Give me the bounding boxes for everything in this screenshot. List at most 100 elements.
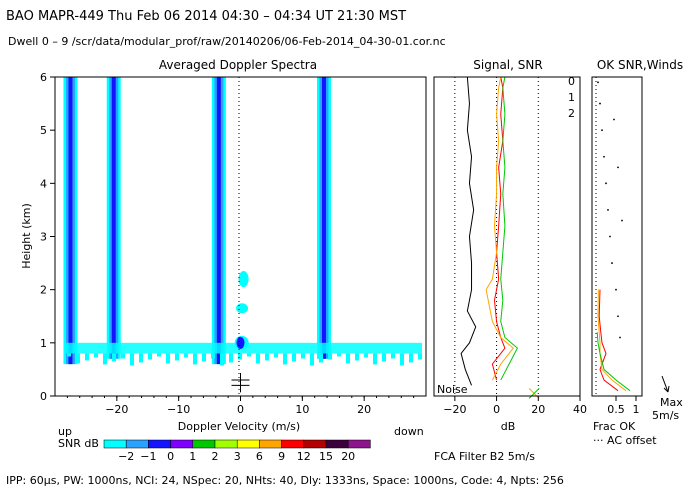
clutter-speck (112, 353, 116, 362)
y-tick-label: 5 (40, 124, 47, 137)
colorbar-swatch (325, 439, 349, 449)
signal-x-tick-label: 0 (493, 403, 500, 416)
colorbar-swatch (103, 439, 127, 449)
clutter-speck (220, 353, 224, 366)
spectra-title: Averaged Doppler Spectra (159, 58, 317, 72)
clutter-speck (409, 353, 413, 363)
signal-x-tick-label: −20 (443, 403, 466, 416)
signal-x-tick-label: 40 (573, 403, 587, 416)
ok-x-tick-label: 0.5 (607, 403, 625, 416)
clutter-speck (373, 353, 377, 365)
noise-label: Noise (437, 383, 468, 396)
max-label: Max (660, 396, 683, 409)
clutter-speck (130, 353, 134, 366)
colorbar-snr-label: SNR dB (58, 437, 99, 450)
clutter-speck (175, 353, 179, 361)
x-tick-label: 0 (237, 403, 244, 416)
clutter-speck (283, 353, 287, 365)
colorbar-swatch (347, 439, 371, 449)
colorbar-swatch (303, 439, 327, 449)
ac-offset-dot (605, 182, 607, 185)
clutter-speck (103, 353, 107, 365)
signal-xlabel: dB (501, 420, 516, 433)
spectra-ylabel: Height (km) (20, 203, 33, 269)
clutter-speck (202, 353, 206, 362)
clutter-speck (121, 353, 125, 359)
colorbar-level-label: 15 (319, 450, 333, 463)
clutter-speck (418, 353, 422, 360)
x-tick-label: −10 (167, 403, 190, 416)
y-tick-label: 0 (40, 390, 47, 403)
x-tick-label: −20 (105, 403, 128, 416)
clutter-speck (238, 353, 242, 360)
echo-blob (236, 303, 249, 314)
colorbar-swatch (148, 439, 171, 449)
clutter-speck (346, 353, 350, 364)
clutter-speck (247, 353, 251, 357)
colorbar-swatch (170, 439, 194, 449)
colorbar-swatch (281, 439, 305, 449)
ac-offset-dot (607, 209, 609, 211)
echo-blob (238, 271, 249, 288)
ac-offset-dot (609, 235, 611, 238)
signal-series-line (460, 76, 477, 386)
clutter-speck (337, 353, 341, 357)
colorbar: −2 −1 0 1 2 3 6 9 12 15 20 (103, 439, 371, 463)
x-marker (528, 387, 540, 399)
signal-series-line (485, 76, 514, 381)
ac-offset-note: ··· AC offset (593, 434, 657, 447)
clutter-speck (319, 353, 323, 363)
spectra-xlabel: Doppler Velocity (m/s) (178, 420, 300, 433)
signal-panel: −20 0 20 40 Noise 0 1 2 (433, 75, 587, 416)
ac-offset-dot (603, 155, 605, 158)
clutter-speck (265, 353, 269, 361)
colorbar-swatch (236, 439, 260, 449)
clutter-speck (94, 353, 98, 358)
spectral-band-core (68, 77, 73, 365)
clutter-speck (229, 353, 233, 363)
ac-offset-dot (621, 219, 623, 222)
clutter-speck (364, 353, 368, 358)
clutter-speck (310, 353, 314, 366)
x-tick-label: 20 (357, 403, 371, 416)
clutter-speck (148, 353, 152, 360)
ac-offset-dot (599, 102, 601, 105)
ok-xlabel: Frac OK (593, 420, 636, 433)
signal-series-line (500, 76, 519, 381)
ac-offset-dot (617, 315, 619, 318)
colorbar-level-label: −2 (118, 450, 134, 463)
clutter-speck (301, 353, 305, 359)
x-tick-label: 10 (295, 403, 309, 416)
colorbar-level-label: 20 (341, 450, 355, 463)
ac-offset-dot (619, 336, 621, 339)
clutter-speck (382, 353, 386, 362)
legend-entry: 2 (568, 107, 575, 120)
clutter-speck (157, 353, 161, 357)
colorbar-level-label: 0 (167, 450, 174, 463)
clutter-speck (166, 353, 170, 364)
y-tick-label: 6 (40, 71, 47, 84)
colorbar-swatch (192, 439, 216, 449)
footer-params: IPP: 60μs, PW: 1000ns, NCI: 24, NSpec: 2… (6, 474, 564, 487)
ok-series-line (596, 332, 631, 392)
y-tick-label: 2 (40, 284, 47, 297)
echo-blob-core (236, 336, 245, 349)
ac-offset-dot (611, 262, 613, 264)
clutter-speck (67, 353, 71, 357)
clutter-speck (391, 353, 395, 359)
legend-entry: 0 (568, 75, 575, 88)
colorbar-level-label: 2 (212, 450, 219, 463)
ac-offset-dot (597, 81, 599, 84)
clutter-speck (85, 353, 89, 361)
clutter-speck (400, 353, 404, 366)
y-tick-label: 3 (40, 231, 47, 244)
clutter-speck (355, 353, 359, 361)
ac-offset-dot (617, 166, 619, 169)
signal-frame (433, 76, 581, 397)
legend-entry: 1 (568, 91, 575, 104)
max-wind-arrow (661, 375, 670, 393)
clutter-speck (292, 353, 296, 362)
header-line-1: BAO MAPR-449 Thu Feb 06 2014 04:30 – 04:… (6, 9, 407, 24)
colorbar-level-label: 12 (297, 450, 311, 463)
ac-offset-dot (601, 129, 603, 132)
